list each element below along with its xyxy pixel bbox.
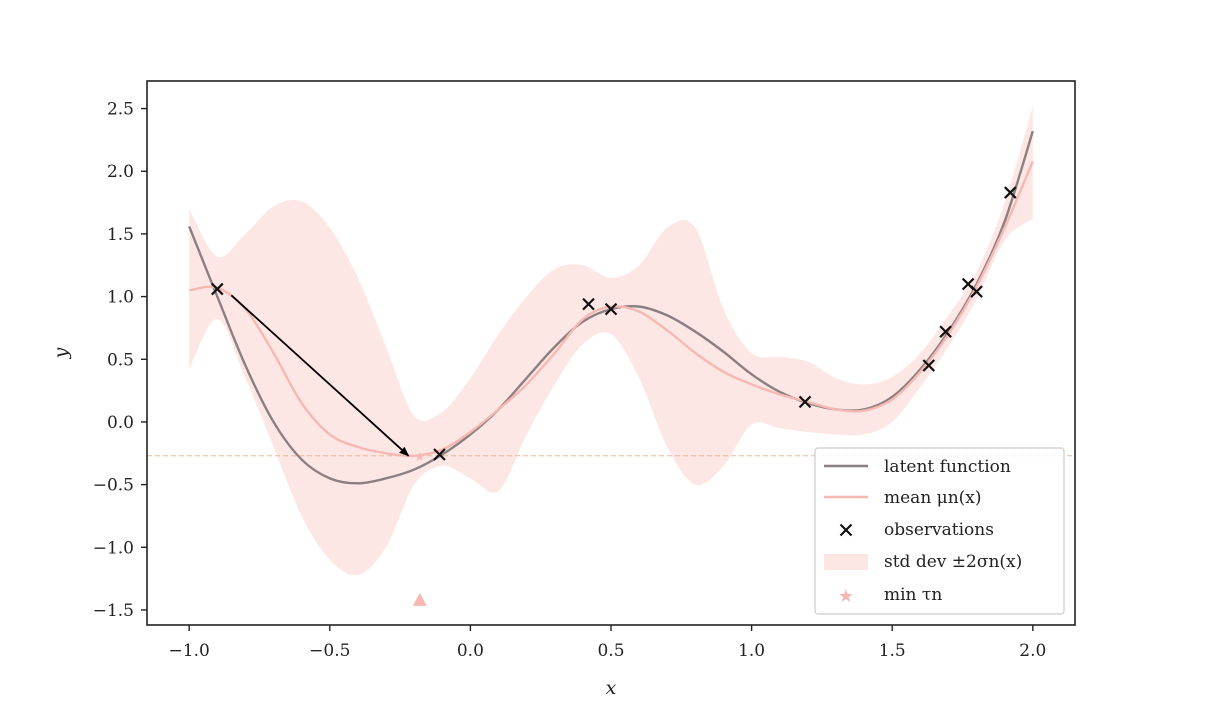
observation-stroke: [433, 448, 446, 461]
observation-stroke: [961, 277, 975, 291]
observation-stroke: [604, 302, 618, 316]
x-tick-label: 0.0: [457, 641, 484, 661]
axis-ticks: −1.0 −0.5 0.0 0.5 1.0 1.5 2.0 2.5 2.0 1.5 1.0 0.5 0.…: [93, 100, 1047, 661]
legend-mean-label: mean μn(x): [884, 488, 982, 508]
legend-min-tau-swatch: ★: [838, 586, 854, 607]
y-tick-label: 1.0: [107, 288, 134, 308]
y-axis-label: y: [50, 347, 72, 359]
legend-observations-swatch: [839, 523, 853, 537]
legend-band-label: std dev ±2σn(x): [884, 552, 1022, 572]
x-tick-label: −1.0: [169, 641, 210, 661]
y-tick-label: −0.5: [93, 476, 134, 496]
observation-point: [922, 359, 936, 372]
legend-band-swatch: [824, 554, 868, 570]
legend-observations-label: observations: [884, 520, 994, 540]
min-tau-marker: ★: [414, 450, 426, 465]
observation-point: [582, 297, 595, 311]
legend: latent function mean μn(x) observations …: [814, 447, 1065, 615]
x-axis-label: x: [606, 677, 617, 699]
observation-stroke: [970, 285, 983, 298]
observation-point: [970, 285, 983, 298]
y-tick-label: −1.5: [93, 601, 134, 621]
x-tick-label: −0.5: [309, 641, 350, 661]
x-tick-label: 2.0: [1019, 641, 1046, 661]
y-tick-label: 0.0: [107, 413, 134, 433]
observation-stroke: [798, 395, 812, 409]
legend-min-tau-label: min τn: [884, 585, 942, 605]
y-tick-label: 2.0: [107, 162, 134, 182]
legend-latent-label: latent function: [884, 457, 1011, 477]
observation-point: [433, 448, 446, 461]
observation-point: [1004, 186, 1017, 199]
observation-point: [939, 325, 952, 338]
mean-line: [188, 160, 1034, 458]
observation-point: [798, 395, 812, 409]
observation-stroke: [582, 297, 595, 311]
observation-stroke: [211, 282, 224, 296]
observation-point: [604, 302, 618, 316]
x-tick-label: 0.5: [597, 641, 624, 661]
y-tick-label: 2.5: [107, 100, 134, 120]
y-tick-label: −1.0: [93, 538, 134, 558]
x-tick-label: 1.5: [879, 641, 906, 661]
plot-area: ★: [147, 106, 1075, 606]
query-triangle-marker: [412, 592, 427, 606]
observation-stroke: [1004, 186, 1017, 199]
acquisition-arrow: [230, 294, 410, 457]
legend-observation-stroke: [839, 523, 853, 537]
observation-stroke: [939, 325, 952, 338]
x-tick-label: 1.0: [738, 641, 765, 661]
observation-stroke: [922, 359, 936, 372]
legend-box: [814, 447, 1065, 615]
y-tick-label: 1.5: [107, 225, 134, 245]
observation-point: [211, 282, 224, 296]
y-tick-label: 0.5: [107, 350, 134, 370]
std-dev-band: [189, 106, 1033, 576]
